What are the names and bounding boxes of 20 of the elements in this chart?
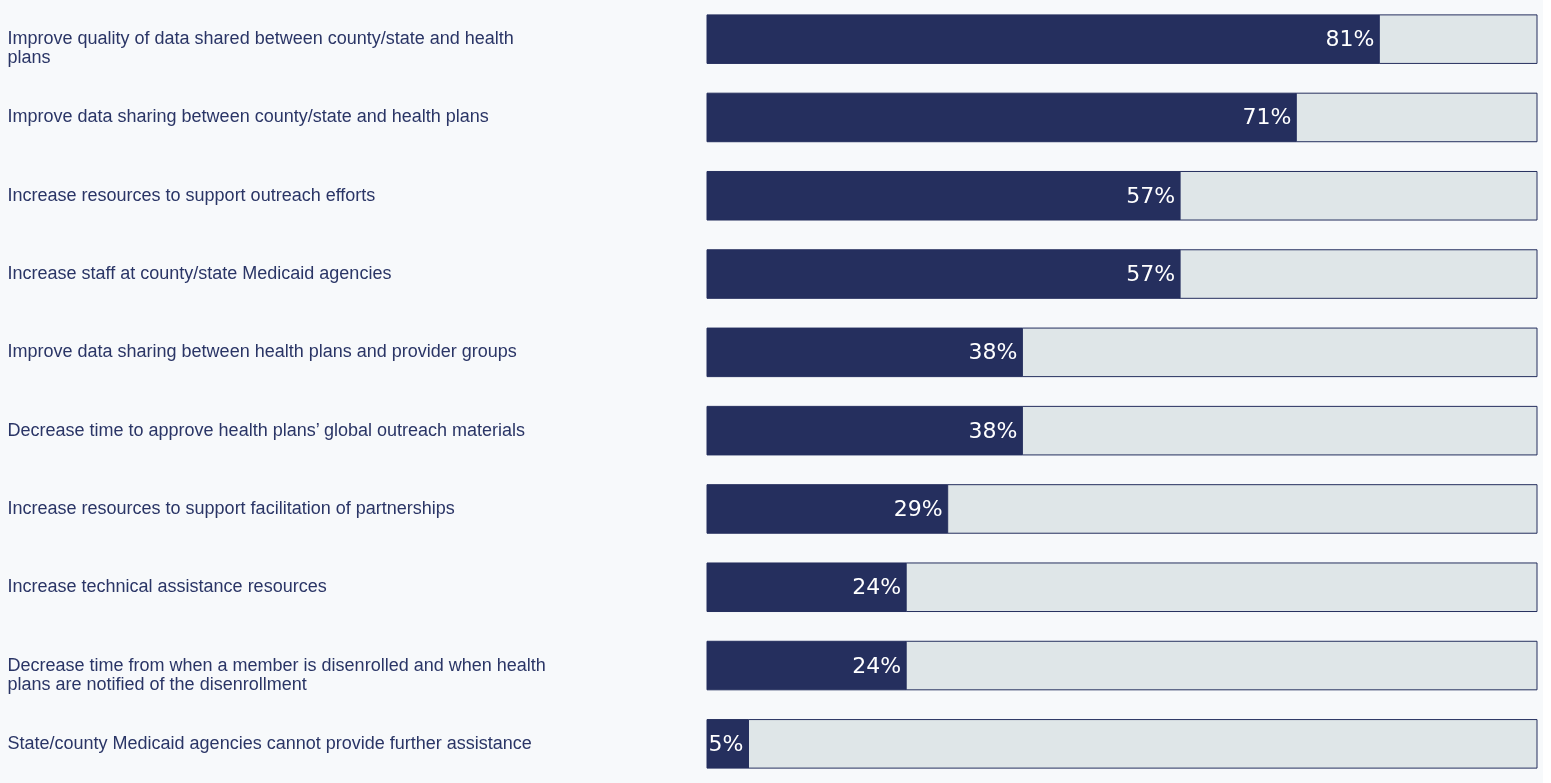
- y-tick-label: Increase staff at county/state Medicaid agencies: [7, 263, 392, 284]
- data-label: 5%: [708, 730, 744, 756]
- y-tick-label: Decrease time from when a member is disenrolled and when health plans are notified of the disenrollment: [7, 654, 546, 694]
- y-tick-label: Improve data sharing between health plans and provider groups: [7, 341, 517, 362]
- y-tick-label: Increase resources to support outreach efforts: [7, 184, 376, 205]
- data-label: 71%: [1242, 104, 1292, 130]
- y-tick-label: Increase technical assistance resources: [7, 576, 327, 597]
- y-tick-label: Improve data sharing between county/state and health plans: [7, 106, 489, 127]
- data-label: 38%: [968, 339, 1018, 365]
- data-label: 81%: [1325, 26, 1375, 52]
- data-label: 57%: [1126, 261, 1176, 287]
- data-label: 38%: [968, 417, 1018, 443]
- data-label: 24%: [852, 652, 902, 678]
- y-tick-label: Decrease time to approve health plans’ global outreach materials: [7, 419, 526, 440]
- data-label: 57%: [1126, 182, 1176, 208]
- data-label: 24%: [852, 574, 902, 600]
- data-label: 29%: [893, 495, 943, 521]
- y-tick-label: State/county Medicaid agencies cannot provide further assistance: [7, 732, 532, 753]
- y-tick-label: Increase resources to support facilitation of partnerships: [7, 497, 455, 518]
- y-tick-label: Improve quality of data shared between county/state and health plans: [7, 28, 514, 68]
